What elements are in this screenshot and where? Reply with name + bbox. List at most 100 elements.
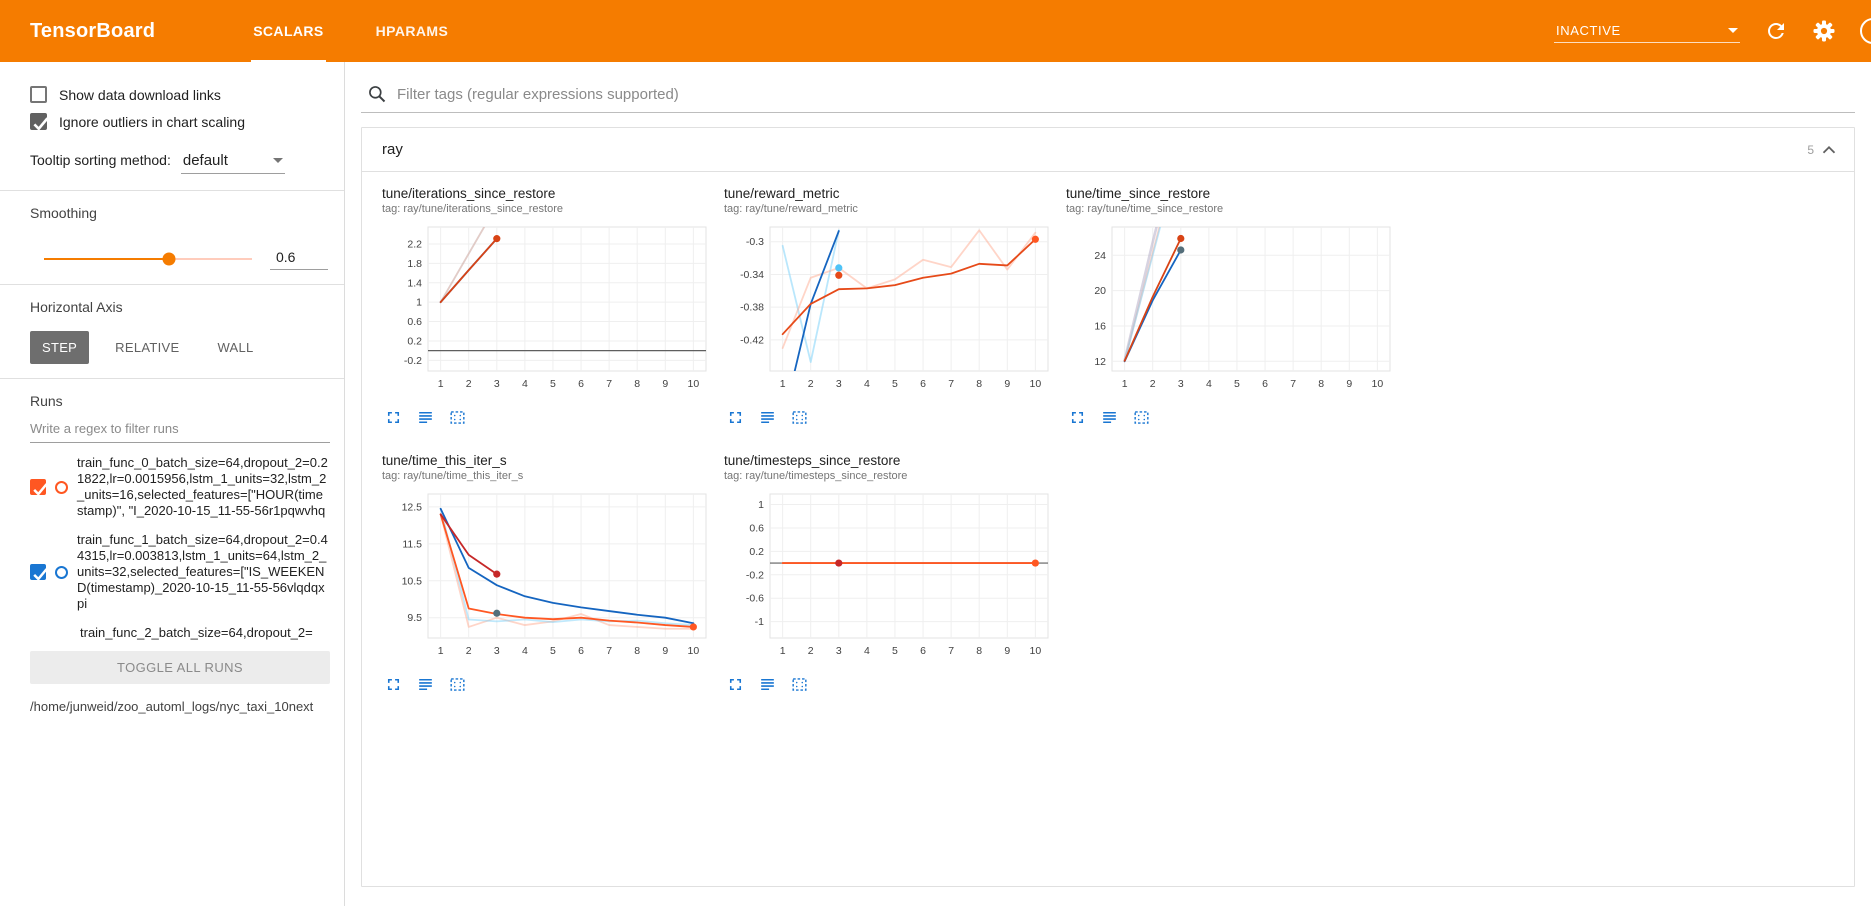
svg-text:10: 10 [1030,645,1042,657]
data-table-button[interactable] [758,407,778,427]
run-checkbox[interactable] [30,479,48,496]
svg-text:7: 7 [606,378,612,390]
chart-plot[interactable]: 1 2 3 4 5 6 7 8 9 10 9.5 10.5 11.5 12.5 [382,486,712,666]
svg-text:-0.3: -0.3 [746,236,764,248]
tag-group-title: ray [382,141,403,158]
svg-text:8: 8 [1318,378,1324,390]
data-status-select[interactable]: INACTIVE [1554,19,1740,43]
run-item: train_func_0_batch_size=64,dropout_2=0.2… [30,455,328,519]
svg-text:7: 7 [948,378,954,390]
data-table-button[interactable] [1100,407,1120,427]
chart-plot[interactable]: 1 2 3 4 5 6 7 8 9 10 -0.42 -0.38 -0.34 -0.3 [724,219,1054,399]
svg-text:10: 10 [1030,378,1042,390]
svg-text:9: 9 [1346,378,1352,390]
svg-text:7: 7 [606,645,612,657]
svg-text:5: 5 [550,645,556,657]
chart-tag: tag: ray/tune/time_this_iter_s [382,470,524,482]
help-icon[interactable] [1860,18,1871,44]
svg-text:24: 24 [1094,250,1106,262]
svg-text:4: 4 [522,378,528,390]
divider [0,284,344,285]
chart-plot[interactable]: 1 2 3 4 5 6 7 8 9 10 -1 -0.6 -0.2 0.2 0.6 1 [724,486,1054,666]
svg-text:0.2: 0.2 [749,546,764,558]
tab-scalars[interactable]: SCALARS [251,0,326,62]
expand-chart-button[interactable] [726,407,746,427]
data-table-button[interactable] [758,674,778,694]
show-download-links-checkbox[interactable] [30,86,47,103]
smoothing-slider[interactable] [44,252,252,265]
chevron-down-icon [1728,28,1738,33]
smoothing-value-input[interactable] [270,247,328,270]
svg-text:16: 16 [1094,320,1106,332]
svg-text:2.2: 2.2 [407,238,422,250]
svg-text:4: 4 [864,378,870,390]
log-directory-path: /home/junweid/zoo_automl_logs/nyc_taxi_1… [30,699,314,714]
svg-text:0.6: 0.6 [407,316,422,328]
fit-domain-button[interactable] [1132,407,1152,427]
expand-chart-button[interactable] [726,674,746,694]
data-table-button[interactable] [416,674,436,694]
run-color-circle[interactable] [55,565,68,579]
svg-text:5: 5 [1234,378,1240,390]
refresh-icon[interactable] [1764,19,1788,43]
expand-chart-button[interactable] [384,407,404,427]
fit-domain-button[interactable] [448,407,468,427]
settings-gear-icon[interactable] [1812,19,1836,43]
tab-hparams[interactable]: HPARAMS [375,23,449,39]
axis-step-button[interactable]: STEP [30,331,90,364]
axis-relative-button[interactable]: RELATIVE [103,331,191,364]
expand-chart-button[interactable] [384,674,404,694]
svg-text:6: 6 [920,378,926,390]
run-checkbox[interactable] [30,564,48,581]
chart-tag: tag: ray/tune/reward_metric [724,203,858,215]
svg-text:3: 3 [836,378,842,390]
dashed-box-icon [1134,410,1149,424]
expand-chart-button[interactable] [1068,407,1088,427]
tag-group-header[interactable]: ray 5 [362,128,1854,172]
toggle-all-runs-button[interactable]: TOGGLE ALL RUNS [30,651,330,684]
chevron-down-icon [272,158,283,163]
svg-text:3: 3 [1178,378,1184,390]
fullscreen-icon [729,678,742,690]
dashed-box-icon [450,410,465,424]
smoothing-slider-knob[interactable] [162,252,176,265]
runs-filter-input[interactable] [30,415,330,443]
svg-text:12: 12 [1094,356,1106,368]
fit-domain-button[interactable] [790,407,810,427]
main-content: ray 5 tune/iterations_since_restore tag:… [345,62,1871,906]
chevron-up-icon[interactable] [1818,139,1840,161]
svg-text:2: 2 [466,378,472,390]
axis-wall-button[interactable]: WALL [205,331,265,364]
fit-domain-button[interactable] [448,674,468,694]
data-table-button[interactable] [416,407,436,427]
chart-plot[interactable]: 1 2 3 4 5 6 7 8 9 10 -0.2 0.2 0.6 1 1.4 1.8 2.2 [382,219,712,399]
svg-text:9.5: 9.5 [407,612,422,624]
svg-text:2: 2 [808,378,814,390]
svg-text:8: 8 [634,378,640,390]
dashed-box-icon [450,677,465,691]
svg-text:8: 8 [976,645,982,657]
svg-text:0.6: 0.6 [749,522,764,534]
tag-filter-input[interactable] [397,85,1849,103]
lines-icon [419,678,432,690]
fit-domain-button[interactable] [790,674,810,694]
sidebar: Show data download links Ignore outliers… [0,62,345,906]
lines-icon [419,411,432,423]
svg-text:10: 10 [1372,378,1384,390]
app-title: TensorBoard [30,19,156,42]
run-name: train_func_0_batch_size=64,dropout_2=0.2… [77,455,328,518]
chart-title: tune/time_since_restore [1066,186,1211,201]
svg-text:10: 10 [688,378,700,390]
tooltip-sorting-select[interactable]: default [180,150,285,174]
svg-text:1.8: 1.8 [407,258,422,270]
charts-grid: tune/iterations_since_restore tag: ray/t… [362,172,1432,694]
svg-text:-0.34: -0.34 [740,269,764,281]
svg-text:2: 2 [1150,378,1156,390]
chart-tag: tag: ray/tune/time_since_restore [1066,203,1224,215]
ignore-outliers-checkbox[interactable] [30,113,49,131]
run-name: train_func_2_batch_size=64,dropout_2= [80,625,313,640]
svg-text:9: 9 [1004,378,1010,390]
run-color-circle[interactable] [55,480,68,494]
svg-text:-0.6: -0.6 [746,593,764,605]
